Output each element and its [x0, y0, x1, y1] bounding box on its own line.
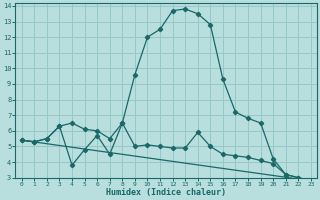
X-axis label: Humidex (Indice chaleur): Humidex (Indice chaleur) [106, 188, 226, 197]
